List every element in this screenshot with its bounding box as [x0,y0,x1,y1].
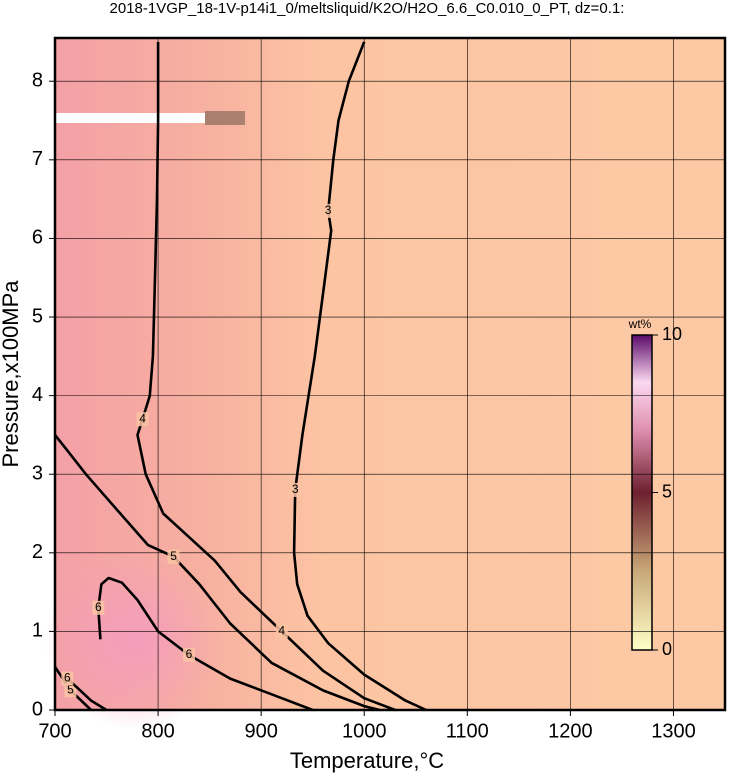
colorbar [631,334,653,651]
contour-label: 6 [186,647,193,661]
contour-label: 4 [139,411,146,425]
contour-label-bg [275,624,288,639]
gap [55,113,205,123]
contour-label-bg [64,683,77,698]
chart-title: 2018-1VGP_18-1V-p14i1_0/meltsliquid/K2O/… [110,0,625,17]
contour-label-bg [92,600,105,615]
plot-frame [53,36,727,712]
contour-label-bg [183,647,195,662]
x-tick-label: 800 [141,720,174,742]
contour-label-bg [322,203,335,218]
y-tick-label: 4 [32,384,43,406]
y-tick-label: 8 [32,70,43,92]
x-tick-label: 1200 [548,720,593,742]
contour-line [292,41,427,712]
y-tick-label: 7 [32,148,43,170]
y-tick-label: 0 [32,698,43,720]
colorbar-tick-label: 5 [662,481,672,501]
x-axis-label: Temperature,°C [290,748,444,773]
shading [45,550,225,730]
contour-label-bg [61,671,74,686]
contour-label-bg [136,412,149,427]
y-tick-label: 6 [32,227,43,249]
plot-area [45,38,725,730]
contour-label: 3 [325,203,332,217]
x-tick-label: 1100 [446,720,489,742]
contour-line [66,576,314,712]
colorbar-tick-label: 0 [662,639,672,659]
contour-label: 5 [67,683,74,697]
y-tick-label: 1 [32,620,43,642]
contour-label: 3 [292,482,299,496]
contour-line [136,41,396,712]
x-tick-label: 700 [38,720,71,742]
contour-label: 4 [278,624,285,638]
y-tick-label: 2 [32,541,43,563]
gap-edge [205,111,245,125]
colorbar-label: wt% [628,317,652,331]
x-tick-label: 1000 [342,720,387,742]
colorbar-tick-label: 10 [662,324,682,344]
contour-label-bg [289,482,302,497]
contour-label: 6 [64,671,71,685]
contour-label: 5 [170,549,177,563]
y-tick-label: 5 [32,305,43,327]
y-axis-label: Pressure,x100MPa [0,280,23,468]
x-tick-label: 1300 [651,720,696,742]
contour-label-bg [167,549,180,564]
y-tick-label: 3 [32,462,43,484]
x-tick-label: 900 [244,720,277,742]
contour-label: 6 [95,600,102,614]
